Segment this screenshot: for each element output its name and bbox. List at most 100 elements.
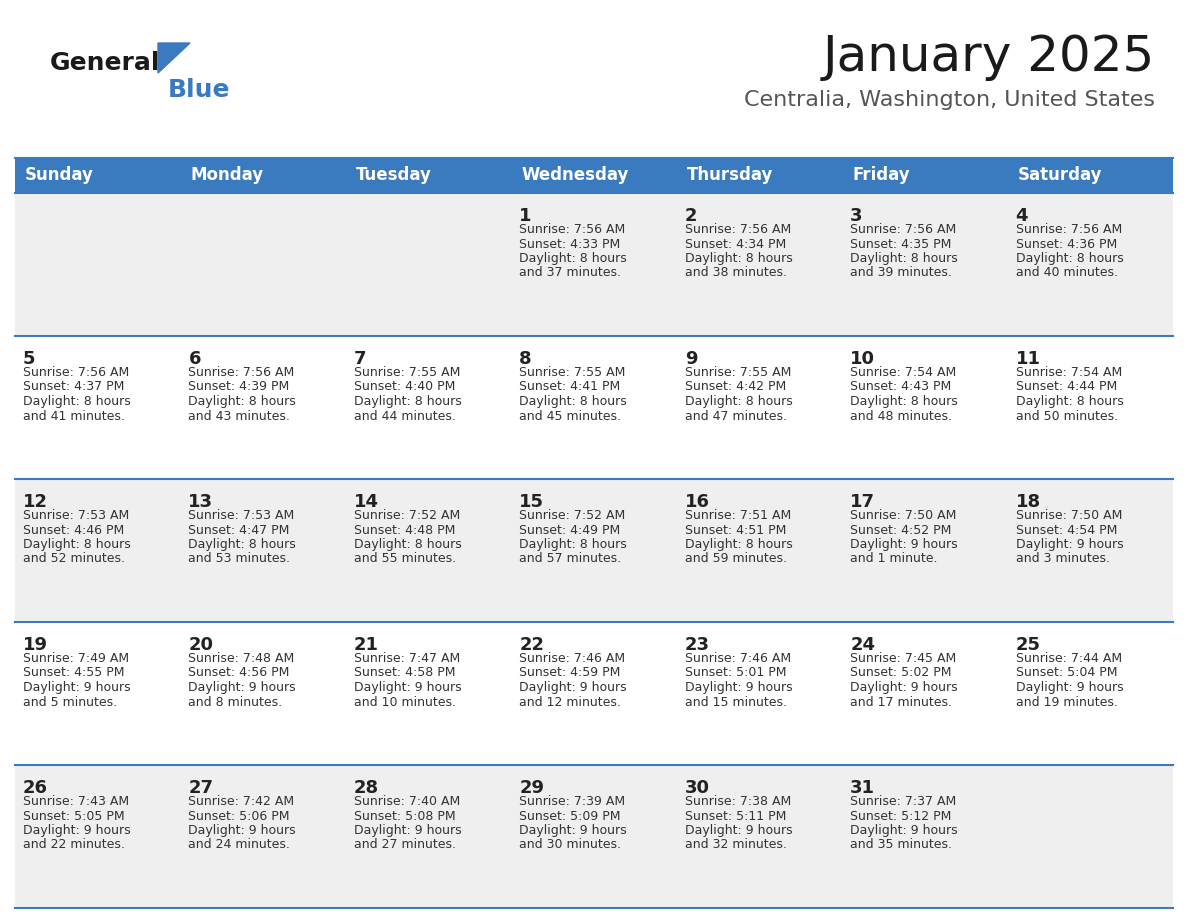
Text: and 37 minutes.: and 37 minutes. <box>519 266 621 279</box>
Text: Sunset: 4:58 PM: Sunset: 4:58 PM <box>354 666 455 679</box>
Text: Sunset: 4:39 PM: Sunset: 4:39 PM <box>189 380 290 394</box>
Text: January 2025: January 2025 <box>823 33 1155 81</box>
Text: 14: 14 <box>354 493 379 511</box>
Text: Sunset: 4:36 PM: Sunset: 4:36 PM <box>1016 238 1117 251</box>
Text: and 1 minute.: and 1 minute. <box>851 553 937 565</box>
Text: Daylight: 8 hours: Daylight: 8 hours <box>851 395 958 408</box>
Text: General: General <box>50 51 160 75</box>
Text: Sunrise: 7:42 AM: Sunrise: 7:42 AM <box>189 795 295 808</box>
Text: Sunset: 4:37 PM: Sunset: 4:37 PM <box>23 380 125 394</box>
Text: 5: 5 <box>23 350 36 368</box>
Text: Sunrise: 7:46 AM: Sunrise: 7:46 AM <box>684 652 791 665</box>
FancyBboxPatch shape <box>15 158 1173 193</box>
Text: 25: 25 <box>1016 636 1041 654</box>
Text: Sunrise: 7:50 AM: Sunrise: 7:50 AM <box>851 509 956 522</box>
Text: and 43 minutes.: and 43 minutes. <box>189 409 290 422</box>
Text: Sunrise: 7:56 AM: Sunrise: 7:56 AM <box>1016 223 1121 236</box>
Text: and 52 minutes.: and 52 minutes. <box>23 553 125 565</box>
Text: and 41 minutes.: and 41 minutes. <box>23 409 125 422</box>
FancyBboxPatch shape <box>15 622 1173 765</box>
Text: and 55 minutes.: and 55 minutes. <box>354 553 456 565</box>
Text: Daylight: 9 hours: Daylight: 9 hours <box>354 824 461 837</box>
Text: Sunset: 4:41 PM: Sunset: 4:41 PM <box>519 380 620 394</box>
Text: 9: 9 <box>684 350 697 368</box>
Text: and 38 minutes.: and 38 minutes. <box>684 266 786 279</box>
Text: Sunrise: 7:55 AM: Sunrise: 7:55 AM <box>684 366 791 379</box>
Text: 23: 23 <box>684 636 709 654</box>
Text: Sunrise: 7:51 AM: Sunrise: 7:51 AM <box>684 509 791 522</box>
Text: Friday: Friday <box>852 166 910 185</box>
Text: Sunrise: 7:53 AM: Sunrise: 7:53 AM <box>23 509 129 522</box>
Text: and 30 minutes.: and 30 minutes. <box>519 838 621 852</box>
Text: Sunset: 5:04 PM: Sunset: 5:04 PM <box>1016 666 1117 679</box>
FancyBboxPatch shape <box>15 479 1173 622</box>
Text: and 24 minutes.: and 24 minutes. <box>189 838 290 852</box>
Text: Sunset: 4:43 PM: Sunset: 4:43 PM <box>851 380 952 394</box>
Text: 22: 22 <box>519 636 544 654</box>
Text: Sunrise: 7:56 AM: Sunrise: 7:56 AM <box>684 223 791 236</box>
Text: Sunrise: 7:55 AM: Sunrise: 7:55 AM <box>354 366 460 379</box>
Text: Daylight: 8 hours: Daylight: 8 hours <box>684 538 792 551</box>
Text: Daylight: 8 hours: Daylight: 8 hours <box>1016 395 1124 408</box>
Text: Centralia, Washington, United States: Centralia, Washington, United States <box>744 90 1155 110</box>
Text: and 35 minutes.: and 35 minutes. <box>851 838 952 852</box>
Text: and 59 minutes.: and 59 minutes. <box>684 553 786 565</box>
Text: 7: 7 <box>354 350 366 368</box>
Text: and 44 minutes.: and 44 minutes. <box>354 409 456 422</box>
Text: Daylight: 9 hours: Daylight: 9 hours <box>189 824 296 837</box>
FancyBboxPatch shape <box>15 765 1173 908</box>
Polygon shape <box>158 43 190 73</box>
Text: and 32 minutes.: and 32 minutes. <box>684 838 786 852</box>
Text: Sunrise: 7:43 AM: Sunrise: 7:43 AM <box>23 795 129 808</box>
Text: Daylight: 8 hours: Daylight: 8 hours <box>519 395 627 408</box>
Text: 8: 8 <box>519 350 532 368</box>
Text: Daylight: 9 hours: Daylight: 9 hours <box>354 681 461 694</box>
Text: Daylight: 8 hours: Daylight: 8 hours <box>684 395 792 408</box>
Text: 15: 15 <box>519 493 544 511</box>
Text: Sunrise: 7:53 AM: Sunrise: 7:53 AM <box>189 509 295 522</box>
Text: Sunrise: 7:38 AM: Sunrise: 7:38 AM <box>684 795 791 808</box>
Text: Daylight: 9 hours: Daylight: 9 hours <box>684 824 792 837</box>
Text: and 17 minutes.: and 17 minutes. <box>851 696 952 709</box>
Text: Sunset: 5:12 PM: Sunset: 5:12 PM <box>851 810 952 823</box>
FancyBboxPatch shape <box>15 336 1173 479</box>
Text: 2: 2 <box>684 207 697 225</box>
Text: Daylight: 9 hours: Daylight: 9 hours <box>684 681 792 694</box>
Text: Sunrise: 7:54 AM: Sunrise: 7:54 AM <box>1016 366 1121 379</box>
Text: Sunset: 5:06 PM: Sunset: 5:06 PM <box>189 810 290 823</box>
Text: and 53 minutes.: and 53 minutes. <box>189 553 290 565</box>
Text: Sunset: 5:11 PM: Sunset: 5:11 PM <box>684 810 786 823</box>
Text: and 8 minutes.: and 8 minutes. <box>189 696 283 709</box>
Text: Sunrise: 7:55 AM: Sunrise: 7:55 AM <box>519 366 626 379</box>
Text: 29: 29 <box>519 779 544 797</box>
Text: Sunset: 5:05 PM: Sunset: 5:05 PM <box>23 810 125 823</box>
Text: 20: 20 <box>189 636 214 654</box>
Text: Sunset: 4:48 PM: Sunset: 4:48 PM <box>354 523 455 536</box>
Text: Daylight: 8 hours: Daylight: 8 hours <box>189 538 296 551</box>
Text: Sunset: 4:44 PM: Sunset: 4:44 PM <box>1016 380 1117 394</box>
Text: Sunset: 4:34 PM: Sunset: 4:34 PM <box>684 238 786 251</box>
Text: Daylight: 9 hours: Daylight: 9 hours <box>189 681 296 694</box>
Text: 12: 12 <box>23 493 48 511</box>
Text: Sunrise: 7:56 AM: Sunrise: 7:56 AM <box>23 366 129 379</box>
Text: and 47 minutes.: and 47 minutes. <box>684 409 786 422</box>
Text: Sunrise: 7:56 AM: Sunrise: 7:56 AM <box>851 223 956 236</box>
Text: Wednesday: Wednesday <box>522 166 628 185</box>
Text: Sunrise: 7:44 AM: Sunrise: 7:44 AM <box>1016 652 1121 665</box>
Text: Sunset: 4:42 PM: Sunset: 4:42 PM <box>684 380 786 394</box>
Text: and 3 minutes.: and 3 minutes. <box>1016 553 1110 565</box>
Text: Saturday: Saturday <box>1018 166 1102 185</box>
Text: Thursday: Thursday <box>687 166 773 185</box>
FancyBboxPatch shape <box>15 193 1173 336</box>
Text: Sunrise: 7:45 AM: Sunrise: 7:45 AM <box>851 652 956 665</box>
Text: Daylight: 8 hours: Daylight: 8 hours <box>1016 252 1124 265</box>
Text: 10: 10 <box>851 350 876 368</box>
Text: and 12 minutes.: and 12 minutes. <box>519 696 621 709</box>
Text: Sunset: 4:59 PM: Sunset: 4:59 PM <box>519 666 620 679</box>
Text: Sunrise: 7:50 AM: Sunrise: 7:50 AM <box>1016 509 1121 522</box>
Text: Daylight: 8 hours: Daylight: 8 hours <box>684 252 792 265</box>
Text: 13: 13 <box>189 493 214 511</box>
Text: Sunset: 4:55 PM: Sunset: 4:55 PM <box>23 666 125 679</box>
Text: and 27 minutes.: and 27 minutes. <box>354 838 456 852</box>
Text: 6: 6 <box>189 350 201 368</box>
